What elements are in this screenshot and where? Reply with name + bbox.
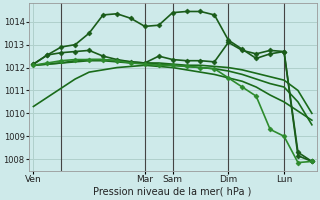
X-axis label: Pression niveau de la mer( hPa ): Pression niveau de la mer( hPa ) — [93, 187, 252, 197]
